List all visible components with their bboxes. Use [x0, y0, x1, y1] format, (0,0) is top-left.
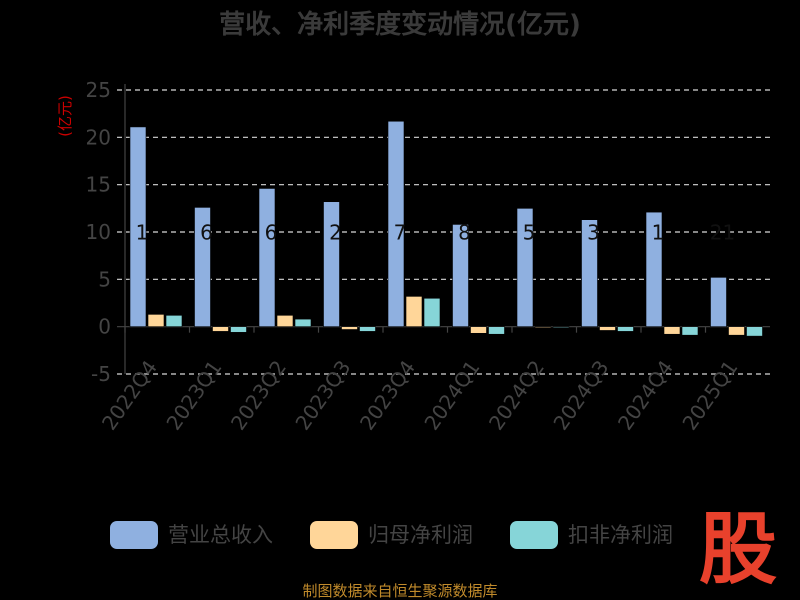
x-tick-label: 2023Q3 [290, 356, 355, 435]
bar[interactable] [212, 326, 229, 332]
y-tick-label: -5 [91, 362, 111, 386]
y-tick-label: 15 [86, 173, 111, 197]
bar[interactable] [323, 201, 340, 327]
data-label: 3 [587, 221, 600, 245]
bar[interactable] [423, 297, 441, 327]
x-tick-label: 2024Q4 [613, 356, 678, 435]
x-tick-label: 2023Q1 [161, 356, 226, 435]
bar[interactable] [276, 315, 294, 327]
data-label: 8 [458, 221, 471, 245]
bar[interactable] [552, 326, 570, 328]
chart-title: 营收、净利季度变动情况(亿元) [219, 9, 581, 40]
x-tick-label: 2024Q2 [484, 356, 549, 435]
x-tick-label: 2023Q2 [226, 356, 291, 435]
bar[interactable] [681, 326, 699, 336]
x-tick-label: 2023Q4 [355, 356, 420, 435]
bar[interactable] [581, 219, 598, 327]
data-label: 6 [200, 221, 213, 245]
source-note: 制图数据来自恒生聚源数据库 [302, 582, 497, 600]
data-label: 2 [329, 221, 342, 245]
legend-label[interactable]: 营业总收入 [168, 523, 273, 547]
legend-label[interactable]: 扣非净利润 [568, 523, 673, 547]
data-label: 21 [710, 221, 735, 245]
bar[interactable] [534, 326, 552, 328]
bar[interactable] [230, 326, 247, 333]
y-axis-label: (亿元) [56, 95, 74, 137]
data-label: 6 [265, 221, 278, 245]
y-tick-label: 20 [86, 125, 111, 149]
y-tick-label: 10 [86, 220, 111, 244]
x-tick-label: 2024Q3 [548, 356, 613, 435]
bar[interactable] [129, 126, 147, 327]
y-tick-label: 25 [86, 78, 111, 102]
bars-layer [129, 120, 763, 337]
bar[interactable] [147, 314, 165, 327]
bar[interactable] [710, 277, 727, 327]
bar[interactable] [488, 326, 505, 335]
legend-swatch[interactable] [310, 521, 358, 549]
bar[interactable] [599, 326, 616, 331]
legend-swatch[interactable] [510, 521, 558, 549]
bar[interactable] [387, 120, 405, 327]
data-labels-layer: 1 6 6 2 7 8 5 3 1 21 [136, 221, 736, 245]
legend-swatch[interactable] [110, 521, 158, 549]
logo: 股 [699, 504, 777, 595]
data-label: 1 [136, 221, 149, 245]
x-tick-layer: 2022Q4 2023Q1 2023Q2 2023Q3 2023Q4 2024Q1 2024… [97, 326, 743, 435]
bar[interactable] [359, 326, 376, 332]
bar[interactable] [341, 326, 358, 330]
x-tick-label: 2025Q1 [677, 356, 742, 435]
bar[interactable] [405, 296, 423, 327]
bar[interactable] [617, 326, 634, 332]
bar[interactable] [294, 318, 312, 327]
bar[interactable] [258, 188, 276, 327]
x-tick-label: 2024Q1 [419, 356, 484, 435]
bar[interactable] [194, 207, 211, 327]
bar[interactable] [516, 208, 534, 327]
bar[interactable] [663, 326, 681, 335]
data-label: 5 [523, 221, 536, 245]
bar[interactable] [746, 326, 763, 337]
bar[interactable] [728, 326, 745, 336]
bar[interactable] [165, 315, 183, 327]
legend[interactable]: 营业总收入 归母净利润 扣非净利润 [110, 521, 673, 549]
bar[interactable] [470, 326, 487, 334]
y-tick-label: 0 [98, 315, 111, 339]
bar[interactable] [452, 224, 469, 327]
data-label: 7 [394, 221, 407, 245]
y-tick-label: 5 [98, 267, 111, 291]
data-label: 1 [652, 221, 665, 245]
legend-label[interactable]: 归母净利润 [368, 523, 473, 547]
bar[interactable] [645, 211, 663, 327]
